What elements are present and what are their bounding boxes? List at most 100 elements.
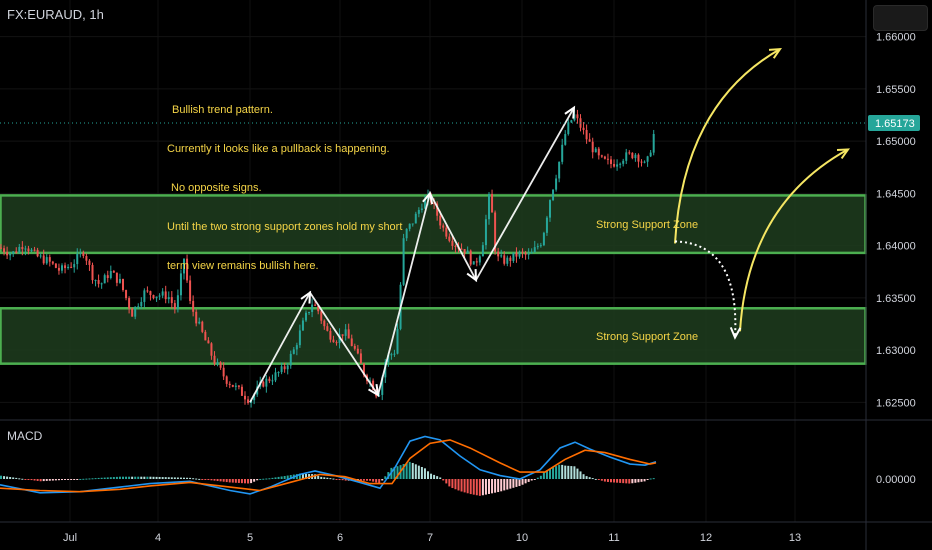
candle-body (582, 127, 585, 130)
candle-body (369, 380, 372, 382)
macd-histogram-bar (420, 466, 423, 479)
candle-body (494, 212, 497, 252)
candle-body (73, 264, 76, 268)
candle-body (503, 255, 506, 264)
candle-body (558, 161, 561, 179)
candle-body (222, 367, 225, 377)
candle-body (137, 306, 140, 308)
macd-histogram-bar (134, 476, 137, 479)
projection-arrow (674, 48, 781, 244)
macd-histogram-bar (173, 477, 176, 479)
projection-arrows (674, 47, 851, 340)
macd-histogram-bar (603, 479, 606, 482)
support-zone (0, 307, 867, 365)
macd-histogram-bar (67, 479, 70, 480)
candle-body (317, 305, 320, 312)
price-tick-label: 1.65500 (876, 84, 916, 96)
candle-body (286, 365, 289, 370)
candle-body (88, 260, 91, 265)
zigzag-line (249, 107, 575, 403)
macd-histogram-bar (161, 477, 164, 479)
symbol-title[interactable]: FX:EURAUD, 1h (7, 7, 104, 22)
macd-histogram-bar (122, 476, 124, 479)
macd-histogram-bar (359, 479, 362, 481)
macd-histogram-bar (167, 477, 170, 479)
macd-histogram-bar (103, 477, 106, 479)
candle-body (106, 275, 109, 279)
macd-histogram-bar (436, 476, 439, 479)
macd-histogram-bar (262, 478, 265, 480)
macd-histogram-bar (305, 473, 307, 479)
candle-body (362, 363, 365, 376)
macd-histogram-bar (494, 479, 497, 493)
macd-histogram-bar (131, 476, 134, 479)
candle-body (390, 354, 393, 356)
candle-body (42, 255, 45, 264)
note-line: Bullish trend pattern. (172, 104, 273, 116)
candle-body (393, 353, 396, 355)
candle-body (506, 257, 509, 264)
macd-histogram-bar (308, 473, 311, 479)
macd-histogram-bar (170, 477, 173, 479)
candle-body (183, 258, 185, 274)
macd-histogram-bar (85, 478, 88, 480)
macd-histogram-bar (42, 479, 45, 482)
time-tick-label: Jul (63, 532, 77, 544)
candle-body (454, 245, 457, 247)
macd-histogram-bar (484, 479, 487, 495)
candle-body (512, 252, 515, 261)
candle-body (463, 249, 466, 254)
macd-histogram-bar (591, 478, 594, 480)
macd-histogram-bar (33, 479, 36, 481)
macd-histogram-bar (491, 479, 494, 494)
candle-body (167, 297, 170, 300)
candle-body (94, 280, 97, 282)
candle-body (527, 253, 530, 255)
macd-histogram-bar (0, 475, 2, 479)
candle-body (314, 304, 317, 306)
candle-body (350, 338, 353, 347)
candle-body (640, 161, 643, 163)
candle-body (289, 353, 292, 366)
candle-body (125, 290, 128, 299)
candle-body (240, 386, 243, 396)
candle-body (134, 306, 137, 317)
macd-histogram-bar (521, 479, 524, 485)
candle-body (265, 378, 268, 387)
candle-body (301, 320, 304, 331)
macd-histogram-bar (271, 477, 274, 479)
candle-body (143, 290, 146, 302)
support-zone-label: Strong Support Zone (596, 219, 698, 231)
candle-body (423, 199, 426, 209)
macd-histogram-bar (448, 479, 451, 487)
candle-body (18, 247, 21, 253)
macd-pane: MACD (0, 419, 932, 523)
macd-histogram-bar (51, 479, 54, 481)
candle-body (323, 320, 326, 327)
macd-histogram-bar (369, 479, 372, 481)
candle-body (295, 345, 298, 350)
candle-body (515, 252, 518, 257)
macd-histogram-bar (637, 479, 640, 483)
candle-body (341, 334, 344, 336)
macd-histogram-bar (396, 466, 399, 479)
candle-body (542, 232, 545, 246)
candle-body (344, 329, 347, 336)
candle-body (469, 250, 472, 265)
candle-body (433, 202, 436, 204)
macd-histogram-bar (454, 479, 457, 490)
macd-histogram-bar (649, 478, 652, 480)
last-price-label: 1.65173 (875, 118, 915, 130)
macd-histogram-bar (600, 479, 603, 481)
support-zone-label: Strong Support Zone (596, 331, 698, 343)
macd-histogram-bar (9, 477, 12, 479)
top-right-button[interactable] (873, 5, 928, 31)
candle-body (408, 223, 411, 229)
candle-body (652, 133, 655, 153)
candle-body (12, 251, 15, 254)
macd-histogram-bar (545, 470, 548, 479)
candle-body (472, 261, 475, 265)
time-tick-label: 12 (700, 532, 712, 544)
macd-histogram-bar (378, 479, 381, 484)
